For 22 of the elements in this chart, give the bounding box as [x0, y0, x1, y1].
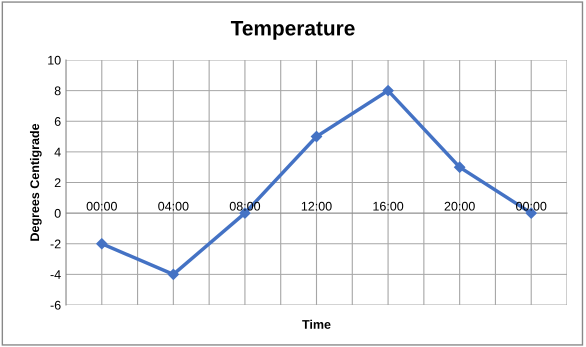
y-tick-label: -4 — [50, 270, 61, 279]
y-tick-label: 6 — [54, 117, 61, 126]
chart-title: Temperature — [230, 21, 355, 40]
point — [310, 130, 322, 142]
x-tick-label: 12:00 — [302, 202, 332, 211]
x-tick-label: 04:00 — [158, 202, 189, 211]
y-axis-title: Degrees Centigrade — [30, 124, 42, 241]
x-tick-label: 16:00 — [373, 202, 404, 211]
point — [454, 162, 466, 173]
x-tick-label: 00:00 — [86, 202, 117, 211]
point — [96, 238, 108, 250]
point — [382, 85, 394, 96]
y-tick-label: -6 — [50, 300, 61, 310]
y-tick-label: -2 — [50, 240, 61, 248]
y-tick-label: 4 — [54, 148, 61, 156]
y-tick-label: 2 — [54, 178, 61, 188]
y-tick-label: 0 — [54, 208, 61, 218]
x-tick-label: 20:00 — [444, 202, 475, 211]
y-tick-label: 10 — [48, 56, 61, 65]
x-axis-title: Time — [302, 320, 331, 329]
y-tick-label: 8 — [54, 86, 61, 96]
point — [168, 268, 179, 280]
